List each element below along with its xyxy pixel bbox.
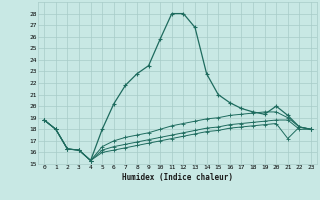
X-axis label: Humidex (Indice chaleur): Humidex (Indice chaleur) [122,173,233,182]
